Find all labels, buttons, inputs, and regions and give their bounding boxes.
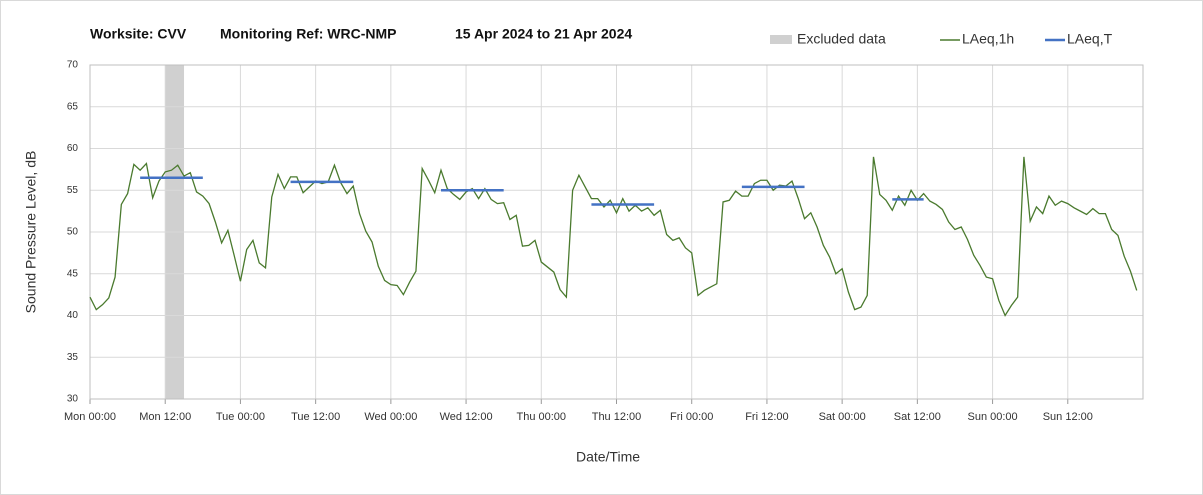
line-series [89,156,1138,317]
y-tick-label: 35 [67,352,79,363]
x-tick-label: Sat 12:00 [894,411,941,423]
y-tick-label: 40 [67,310,79,321]
x-axis-title: Date/Time [576,449,640,465]
x-tick-label: Sun 00:00 [967,411,1017,423]
chart-title: Worksite: CVV [90,26,187,42]
x-tick-label: Mon 00:00 [64,411,116,423]
y-axis-title: Sound Pressure Level, dB [23,151,39,314]
x-tick-label: Fri 00:00 [670,411,713,423]
y-tick-label: 50 [67,227,79,238]
y-tick-label: 60 [67,143,79,154]
legend-label: LAeq,T [1067,31,1113,47]
x-tick-label: Tue 00:00 [216,411,265,423]
plot-frame [89,64,1144,400]
x-tick-label: Mon 12:00 [139,411,191,423]
x-tick-label: Sun 12:00 [1043,411,1093,423]
x-tick-label: Wed 00:00 [364,411,417,423]
x-tick-label: Thu 12:00 [592,411,642,423]
x-tick-label: Sat 00:00 [819,411,866,423]
y-tick-label: 55 [67,185,79,196]
chart-title: 15 Apr 2024 to 21 Apr 2024 [455,26,632,42]
x-tick-label: Thu 00:00 [517,411,567,423]
legend-swatch [770,35,792,44]
legend-label: Excluded data [797,31,886,47]
x-tick-label: Fri 12:00 [745,411,788,423]
y-tick-label: 45 [67,268,79,279]
x-tick-label: Tue 12:00 [291,411,340,423]
x-tick-label: Wed 12:00 [440,411,493,423]
y-tick-label: 70 [67,60,79,71]
y-tick-label: 65 [67,101,79,112]
legend-label: LAeq,1h [962,31,1014,47]
y-tick-label: 30 [67,394,79,405]
chart-title: Monitoring Ref: WRC-NMP [220,26,397,42]
